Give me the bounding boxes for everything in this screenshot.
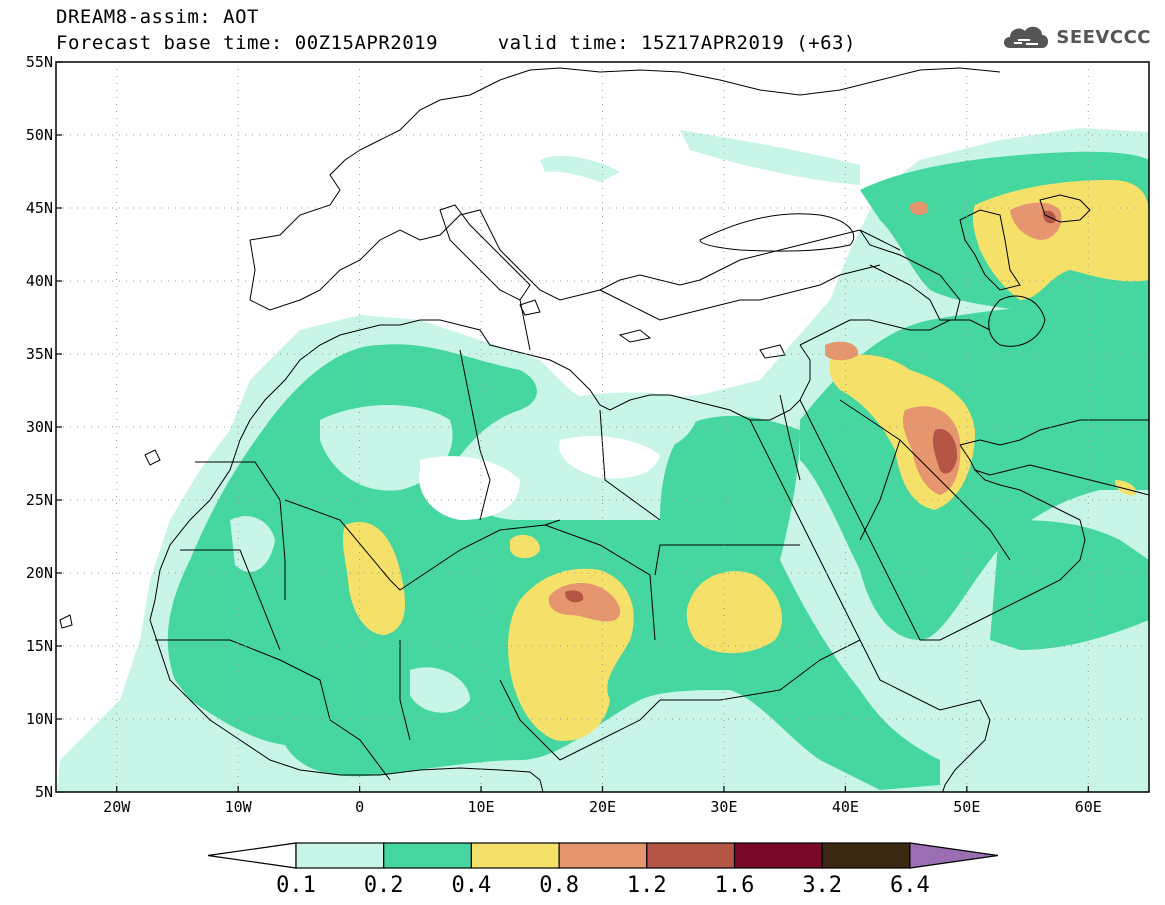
logo-text: SEEVCCC (1056, 26, 1151, 48)
lon-label: 20W (103, 798, 131, 816)
colorbar: 0.1 0.2 0.4 0.8 1.2 1.6 3.2 6.4 (207, 842, 998, 898)
cloud-logo-icon (1004, 26, 1049, 48)
lat-label: 50N (26, 126, 53, 144)
colorbar-level-label: 1.6 (715, 873, 755, 898)
colorbar-swatch (733, 842, 823, 869)
aot-field (56, 128, 1149, 792)
lat-label: 25N (26, 491, 53, 509)
forecast-time-line: Forecast base time: 00Z15APR2019 valid t… (56, 32, 856, 54)
lat-label: 20N (26, 564, 53, 582)
lon-label: 10W (225, 798, 253, 816)
colorbar-level-label: 3.2 (802, 873, 842, 898)
colorbar-level-label: 0.1 (276, 873, 316, 898)
colorbar-level-label: 0.8 (539, 873, 579, 898)
graticule (56, 62, 1149, 792)
lat-label: 10N (26, 710, 53, 728)
colorbar-level-label: 1.2 (627, 873, 667, 898)
lat-label: 30N (26, 418, 53, 436)
lon-label: 60E (1075, 798, 1102, 816)
lat-label: 35N (26, 345, 53, 363)
colorbar-swatch (383, 842, 473, 869)
seevccc-logo: SEEVCCC (1000, 22, 1151, 52)
lat-label: 5N (35, 783, 53, 801)
lat-label: 55N (26, 53, 53, 71)
latitude-labels: 55N 50N 45N 40N 35N 30N 25N 20N 15N 10N 5N (26, 53, 62, 801)
lon-label: 20E (589, 798, 616, 816)
lat-label: 15N (26, 637, 53, 655)
colorbar-over-triangle (909, 842, 998, 869)
colorbar-level-label: 6.4 (890, 873, 930, 898)
map-title: DREAM8-assim: AOT (56, 6, 259, 28)
lat-label: 45N (26, 199, 53, 217)
colorbar-swatch (295, 842, 385, 869)
colorbar-swatch (558, 842, 648, 869)
lon-label: 40E (832, 798, 859, 816)
lon-label: 0 (355, 798, 364, 816)
colorbar-swatch (821, 842, 911, 869)
lon-label: 30E (710, 798, 737, 816)
longitude-labels: 20W 10W 0 10E 20E 30E 40E 50E 60E (103, 786, 1102, 816)
lat-label: 40N (26, 272, 53, 290)
colorbar-swatch (470, 842, 560, 869)
colorbar-swatch (646, 842, 736, 869)
lon-label: 10E (468, 798, 495, 816)
colorbar-under-triangle (207, 842, 297, 869)
colorbar-level-label: 0.2 (364, 873, 404, 898)
colorbar-level-label: 0.4 (452, 873, 492, 898)
lon-label: 50E (953, 798, 980, 816)
